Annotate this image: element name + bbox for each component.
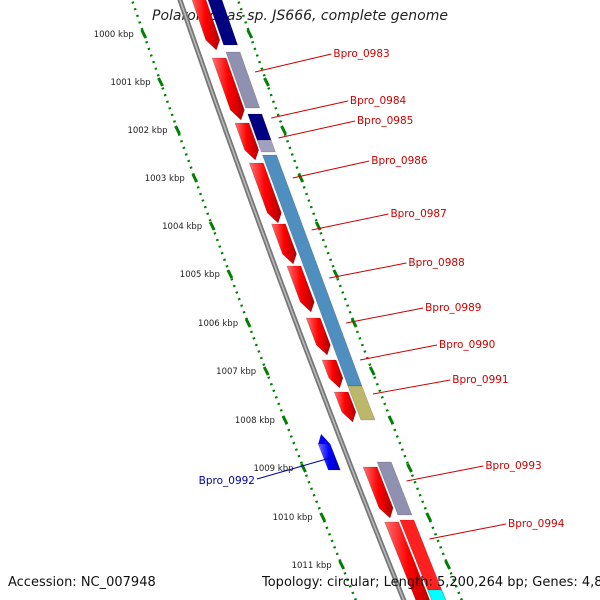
scale-tick (319, 512, 327, 522)
backbone-arc (177, 0, 407, 600)
forward-gene-arrow (271, 223, 297, 265)
scale-tick (368, 366, 376, 376)
gene-leader-line (254, 53, 332, 73)
gene-label: Bpro_0984 (350, 95, 407, 107)
gene-leader-line (278, 120, 356, 139)
scale-tick (281, 415, 289, 425)
gene-leader-line (292, 160, 370, 179)
scale-dots-outer (236, 0, 464, 600)
gene-label: Bpro_0994 (508, 518, 565, 530)
scale-tick (262, 366, 270, 376)
gene-leader-line (271, 100, 348, 119)
gene-label: Bpro_0988 (408, 257, 464, 269)
scale-label: 1004 kbp (162, 222, 202, 232)
scale-label: 1011 kbp (292, 561, 332, 571)
cog-band (207, 0, 239, 46)
scale-label: 1003 kbp (145, 174, 185, 184)
gene-label-reverse: Bpro_0992 (199, 475, 255, 487)
scale-tick (174, 125, 181, 135)
scale-tick (191, 173, 199, 183)
scale-tick (226, 269, 234, 279)
reverse-gene-arrow (317, 443, 341, 471)
scale-tick (406, 463, 413, 473)
gene-leader-line (359, 344, 438, 361)
scale-tick (338, 560, 346, 570)
cog-band (427, 589, 447, 600)
cog-band (399, 519, 447, 600)
gene-label: Bpro_0987 (390, 208, 446, 220)
gene-label: Bpro_0989 (425, 302, 481, 314)
forward-gene-arrow (191, 0, 221, 51)
scale-tick (297, 173, 305, 183)
scale-tick (300, 463, 307, 473)
scale-label: 1002 kbp (127, 126, 167, 136)
scale-tick (208, 221, 216, 231)
scale-label: 1010 kbp (273, 513, 313, 523)
scale-label: 1007 kbp (216, 367, 256, 377)
forward-gene-arrow (384, 521, 431, 600)
cog-band (225, 51, 261, 109)
scale-tick (244, 318, 252, 328)
gene-label: Bpro_0990 (439, 339, 495, 351)
forward-gene-arrow (286, 265, 315, 313)
reverse-gene-arrowhead (318, 434, 331, 444)
forward-gene-arrow (333, 391, 357, 423)
gene-leader-line (256, 457, 331, 480)
gene-leader-line (429, 523, 507, 540)
scale-tick (157, 77, 164, 87)
cog-band (376, 461, 413, 516)
forward-gene-arrow (305, 317, 331, 356)
forward-gene-arrow (362, 466, 394, 519)
scale-tick (246, 29, 254, 39)
scale-dots-inner (130, 0, 358, 600)
gene-label: Bpro_0985 (357, 115, 413, 127)
scale-tick (140, 29, 148, 39)
scale-tick (425, 512, 433, 522)
cog-band (347, 385, 376, 421)
scale-label: 1009 kbp (253, 464, 293, 474)
scale-tick (387, 415, 395, 425)
gene-leader-line (329, 262, 407, 279)
forward-gene-arrow (321, 359, 344, 389)
scale-label: 1006 kbp (198, 319, 238, 329)
forward-gene-arrow (234, 122, 260, 161)
forward-gene-arrow (211, 57, 245, 121)
genome-summary: Topology: circular; Length: 5,200,264 bp… (262, 575, 600, 590)
scale-tick (444, 560, 452, 570)
gene-leader-line (406, 465, 484, 482)
scale-tick (350, 318, 358, 328)
scale-label: 1000 kbp (94, 30, 134, 40)
cog-band (256, 139, 276, 153)
gene-label: Bpro_0991 (452, 374, 508, 386)
scale-label: 1001 kbp (110, 78, 150, 88)
gene-label: Bpro_0993 (485, 460, 541, 472)
scale-label: 1008 kbp (235, 416, 275, 426)
gene-label: Bpro_0983 (333, 48, 389, 60)
scale-tick (263, 77, 270, 87)
scale-label: 1005 kbp (180, 270, 220, 280)
accession-text: Accession: NC_007948 (8, 575, 156, 590)
gene-leader-line (372, 379, 451, 395)
gene-leader-line (346, 307, 424, 324)
forward-gene-arrow (248, 162, 282, 224)
backbone-highlight (179, 0, 405, 600)
gene-label: Bpro_0986 (371, 155, 428, 167)
scale-tick (280, 125, 287, 135)
gene-leader-line (311, 213, 389, 231)
